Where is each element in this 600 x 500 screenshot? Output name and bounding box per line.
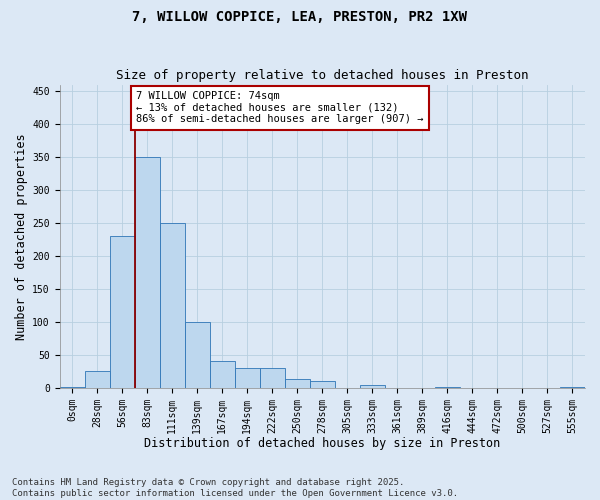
Bar — [110, 236, 134, 388]
Bar — [134, 157, 160, 388]
Bar — [435, 386, 460, 388]
Bar — [310, 382, 335, 388]
Bar — [235, 368, 260, 388]
Bar — [560, 386, 585, 388]
Bar — [360, 384, 385, 388]
Bar — [285, 380, 310, 388]
Title: Size of property relative to detached houses in Preston: Size of property relative to detached ho… — [116, 69, 529, 82]
Bar — [59, 386, 85, 388]
X-axis label: Distribution of detached houses by size in Preston: Distribution of detached houses by size … — [144, 437, 500, 450]
Bar — [160, 223, 185, 388]
Bar — [209, 362, 235, 388]
Bar — [185, 322, 209, 388]
Text: 7, WILLOW COPPICE, LEA, PRESTON, PR2 1XW: 7, WILLOW COPPICE, LEA, PRESTON, PR2 1XW — [133, 10, 467, 24]
Bar — [260, 368, 285, 388]
Y-axis label: Number of detached properties: Number of detached properties — [15, 133, 28, 340]
Text: 7 WILLOW COPPICE: 74sqm
← 13% of detached houses are smaller (132)
86% of semi-d: 7 WILLOW COPPICE: 74sqm ← 13% of detache… — [136, 91, 424, 124]
Bar — [85, 372, 110, 388]
Text: Contains HM Land Registry data © Crown copyright and database right 2025.
Contai: Contains HM Land Registry data © Crown c… — [12, 478, 458, 498]
